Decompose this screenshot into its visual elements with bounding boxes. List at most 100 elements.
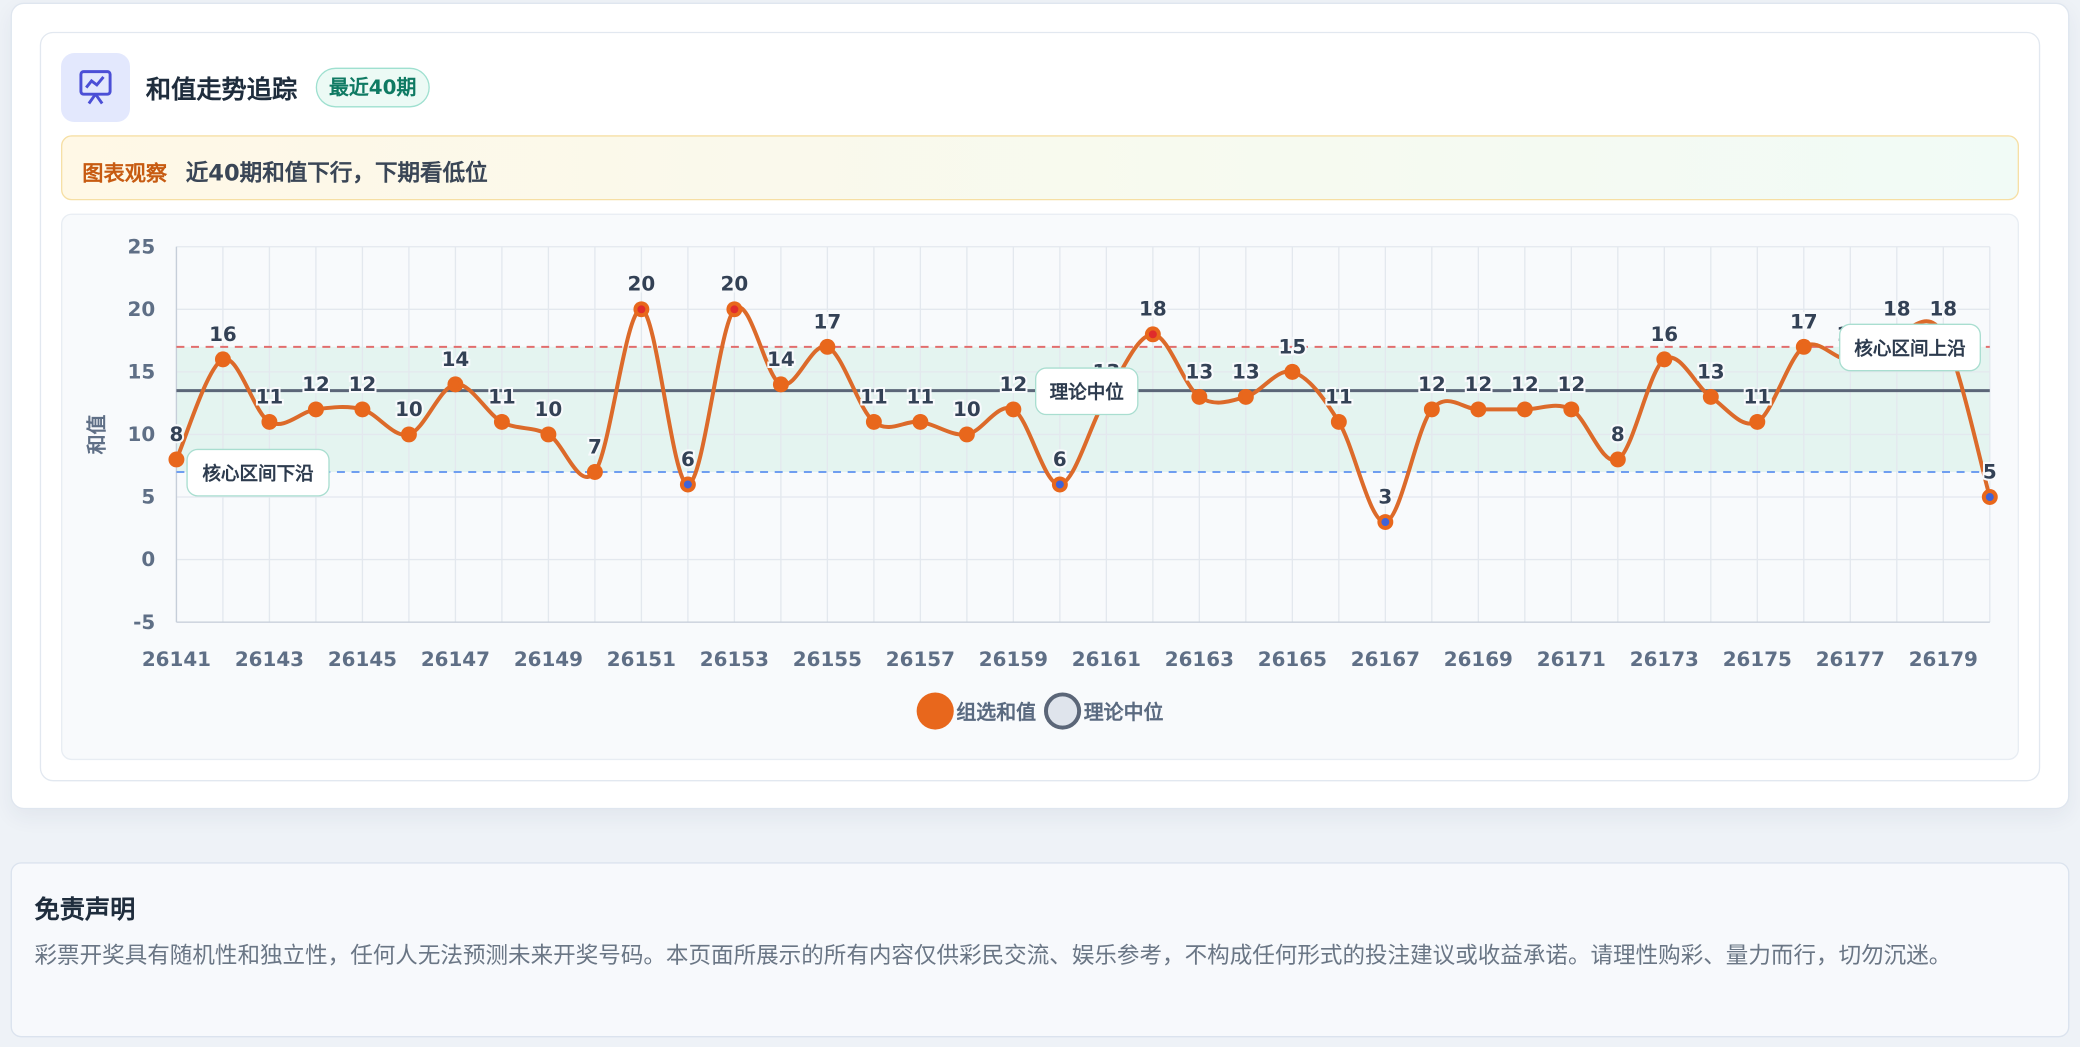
reference-label-box [186, 448, 330, 497]
data-point-core [683, 480, 692, 489]
data-point-core [1381, 518, 1390, 527]
y-tick-label: 0 [141, 548, 155, 571]
reference-label: 理论中位 [1050, 382, 1125, 404]
legend-swatch [1043, 692, 1082, 730]
legend-label: 组选和值 [956, 699, 1037, 724]
data-label: 10 [395, 398, 423, 421]
reference-label-box [1035, 367, 1139, 416]
x-tick-label: 26157 [886, 648, 955, 671]
data-point-core [1613, 455, 1622, 464]
y-tick-label: 25 [128, 235, 156, 258]
data-point-core [776, 380, 785, 389]
data-label: 11 [860, 385, 888, 408]
legend-item[interactable]: 组选和值 [916, 692, 1037, 730]
data-point-core [1241, 392, 1250, 401]
data-label: 12 [1557, 373, 1585, 396]
x-tick-label: 26165 [1258, 648, 1327, 671]
chart: -5 0 5 10 15 20 25 26141 26143 26145 26147 26149 261… [85, 235, 1998, 671]
data-point-core [1148, 330, 1157, 339]
data-point-core [962, 430, 971, 439]
data-label: 13 [1697, 360, 1725, 383]
legend-swatch [916, 692, 954, 730]
y-tick-label: 20 [128, 298, 156, 321]
y-tick-label: 10 [128, 423, 156, 446]
data-point-core [1288, 367, 1297, 376]
data-point-core [1009, 405, 1018, 414]
data-point-core [590, 467, 599, 476]
data-point-core [172, 455, 181, 464]
x-tick-label: 26173 [1630, 648, 1699, 671]
data-label: 13 [1186, 360, 1214, 383]
x-tick-label: 26179 [1909, 648, 1978, 671]
disclaimer-title: 免责声明 [34, 895, 136, 925]
data-point-core [218, 355, 227, 364]
x-tick-label: 26159 [979, 648, 1048, 671]
data-label: 20 [721, 273, 749, 296]
data-label: 5 [1983, 460, 1997, 483]
observation-label: 图表观察 [82, 160, 168, 186]
badge: 最近40期 [315, 67, 430, 108]
data-label: 6 [1053, 448, 1067, 471]
disclaimer-text: 彩票开奖具有随机性和独立性，任何人无法预测未来开奖号码。本页面所展示的所有内容仅… [34, 943, 1952, 970]
x-tick-label: 26169 [1444, 648, 1513, 671]
data-label: 20 [628, 273, 656, 296]
data-point-core [451, 380, 460, 389]
data-label: 14 [767, 348, 795, 371]
data-point-core [1799, 342, 1808, 351]
data-label: 12 [1418, 373, 1446, 396]
y-tick-label: 15 [128, 361, 156, 384]
data-point-core [1520, 405, 1529, 414]
legend-item[interactable]: 理论中位 [1043, 692, 1163, 730]
data-label: 17 [814, 310, 842, 333]
data-point-core [1985, 493, 1994, 501]
x-tick-label: 26175 [1723, 648, 1792, 671]
data-point-core [1195, 392, 1204, 401]
reference-label-box [1839, 323, 1981, 372]
x-tick-label: 26167 [1351, 648, 1420, 671]
data-label: 18 [1883, 298, 1911, 321]
data-label: 10 [953, 398, 981, 421]
data-point-core [1567, 405, 1576, 414]
data-label: 16 [1650, 323, 1678, 346]
disclaimer-card [10, 862, 2070, 1038]
data-label: 12 [349, 373, 377, 396]
x-tick-label: 26145 [328, 648, 397, 671]
data-label: 11 [907, 385, 935, 408]
data-label: 10 [535, 398, 563, 421]
observation-box [61, 135, 2019, 201]
data-label: 8 [1611, 423, 1625, 446]
data-point-core [358, 405, 367, 414]
x-tick-label: 26143 [235, 648, 304, 671]
icon [61, 53, 130, 123]
chart-icon [79, 70, 112, 105]
observation-text: 近40期和值下行，下期看低位 [185, 160, 488, 188]
data-point-core [823, 342, 832, 351]
data-point-core [497, 417, 506, 426]
data-label: 12 [1000, 373, 1028, 396]
title: 和值走势追踪 [145, 75, 298, 105]
y-tick-label: -5 [133, 611, 155, 634]
data-point-core [916, 417, 925, 426]
x-tick-label: 26155 [793, 648, 862, 671]
data-label: 11 [256, 385, 284, 408]
data-point-core [869, 417, 878, 426]
data-label: 12 [1464, 373, 1492, 396]
data-point-core [1660, 355, 1669, 364]
data-point-core [1474, 405, 1483, 414]
x-tick-label: 26161 [1072, 648, 1141, 671]
data-label: 6 [681, 448, 695, 471]
data-point-core [637, 305, 646, 314]
data-label: 18 [1929, 298, 1957, 321]
x-tick-label: 26171 [1537, 648, 1606, 671]
data-label: 14 [442, 348, 470, 371]
data-point-core [1706, 392, 1715, 401]
data-point-core [1427, 405, 1436, 414]
data-point-core [1753, 417, 1762, 426]
data-label: 16 [209, 323, 237, 346]
reference-label: 核心区间下沿 [202, 463, 314, 485]
x-tick-label: 26177 [1816, 648, 1885, 671]
data-label: 12 [1511, 373, 1539, 396]
x-tick-label: 26147 [421, 648, 490, 671]
